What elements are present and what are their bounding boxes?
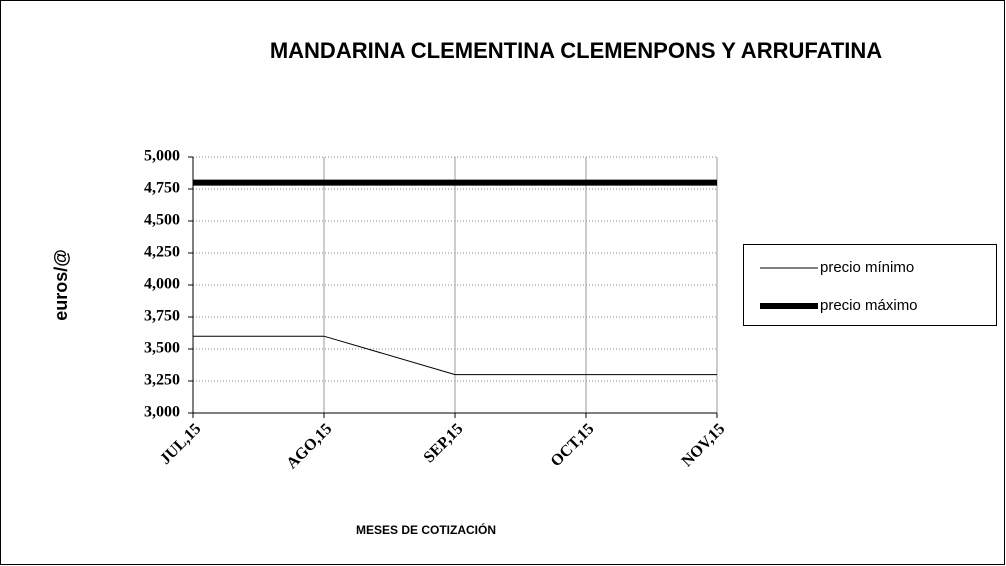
- y-tick-label: 4,750: [144, 180, 180, 197]
- y-tick-label: 3,250: [144, 372, 180, 389]
- y-tick-label: 4,500: [144, 212, 180, 229]
- y-tick-label: 5,000: [144, 148, 180, 165]
- y-tick-label: 4,000: [144, 276, 180, 293]
- y-tick-label: 3,000: [144, 404, 180, 421]
- chart-title: MANDARINA CLEMENTINA CLEMENPONS Y ARRUFA…: [270, 38, 882, 63]
- y-axis-label: euros/@: [51, 249, 71, 321]
- legend-label: precio mínimo: [820, 259, 914, 276]
- legend: [743, 244, 997, 326]
- x-axis-label: MESES DE COTIZACIÓN: [356, 522, 496, 537]
- y-tick-label: 3,750: [144, 308, 180, 325]
- y-tick-label: 3,500: [144, 340, 180, 357]
- series-line: [193, 335, 717, 376]
- legend-label: precio máximo: [820, 297, 918, 314]
- y-tick-label: 4,250: [144, 244, 180, 261]
